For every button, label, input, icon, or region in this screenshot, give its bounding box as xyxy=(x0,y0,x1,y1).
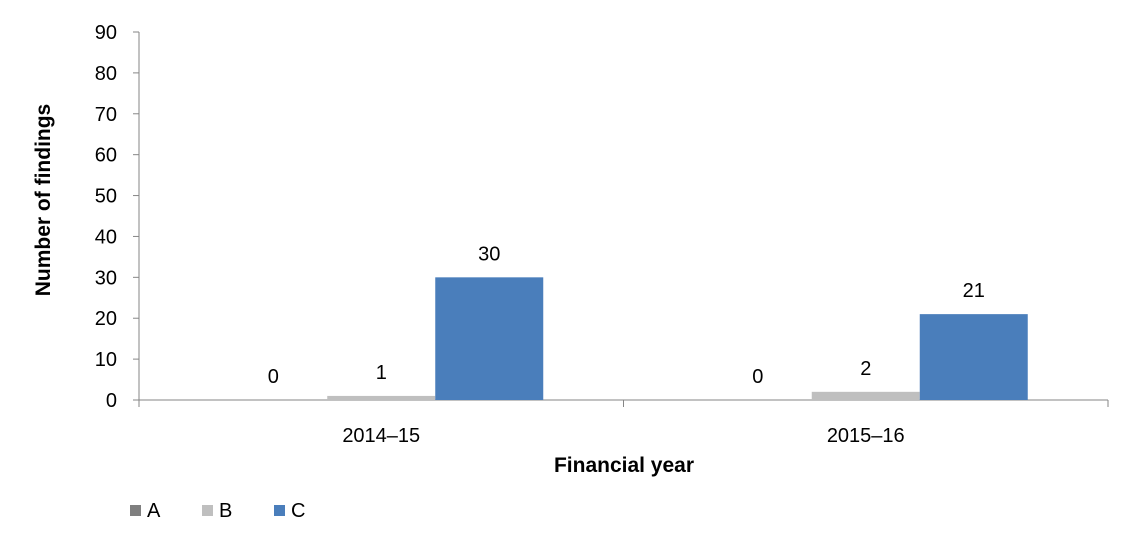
bar-b-0 xyxy=(327,395,436,400)
y-tick-label: 30 xyxy=(95,267,117,289)
data-label: 1 xyxy=(376,362,387,384)
x-tick-label: 2014–15 xyxy=(342,425,420,447)
bar-c-0 xyxy=(435,277,544,400)
x-tick-label: 2015–16 xyxy=(827,425,905,447)
y-tick-label: 0 xyxy=(106,390,117,412)
legend-label: C xyxy=(291,500,305,522)
y-axis-title: Number of findings xyxy=(32,104,55,297)
legend-label: A xyxy=(147,500,161,522)
legend-swatch-c xyxy=(274,505,285,516)
legend-swatch-a xyxy=(130,505,141,516)
data-label: 0 xyxy=(268,366,279,388)
y-tick-label: 60 xyxy=(95,145,117,167)
data-label: 30 xyxy=(478,243,500,265)
y-axis: 0 10 20 30 40 50 60 70 80 90 xyxy=(95,22,140,412)
y-tick-label: 40 xyxy=(95,226,117,248)
y-tick-label: 90 xyxy=(95,22,117,44)
bars xyxy=(327,277,1028,400)
legend-label: B xyxy=(219,500,232,522)
x-axis-title: Financial year xyxy=(554,454,694,477)
y-tick-label: 20 xyxy=(95,308,117,330)
data-label: 2 xyxy=(860,358,871,380)
bar-b-1 xyxy=(811,391,920,400)
y-tick-label: 50 xyxy=(95,186,117,208)
x-axis: 2014–15 2015–16 xyxy=(138,399,1109,447)
data-label: 21 xyxy=(963,280,985,302)
legend-swatch-b xyxy=(202,505,213,516)
y-tick-label: 80 xyxy=(95,63,117,85)
data-label: 0 xyxy=(752,366,763,388)
data-labels: 0 1 30 0 2 21 xyxy=(268,243,985,388)
legend: A B C xyxy=(130,500,305,522)
y-tick-label: 70 xyxy=(95,104,117,126)
bar-c-1 xyxy=(919,314,1028,400)
y-tick-label: 10 xyxy=(95,349,117,371)
